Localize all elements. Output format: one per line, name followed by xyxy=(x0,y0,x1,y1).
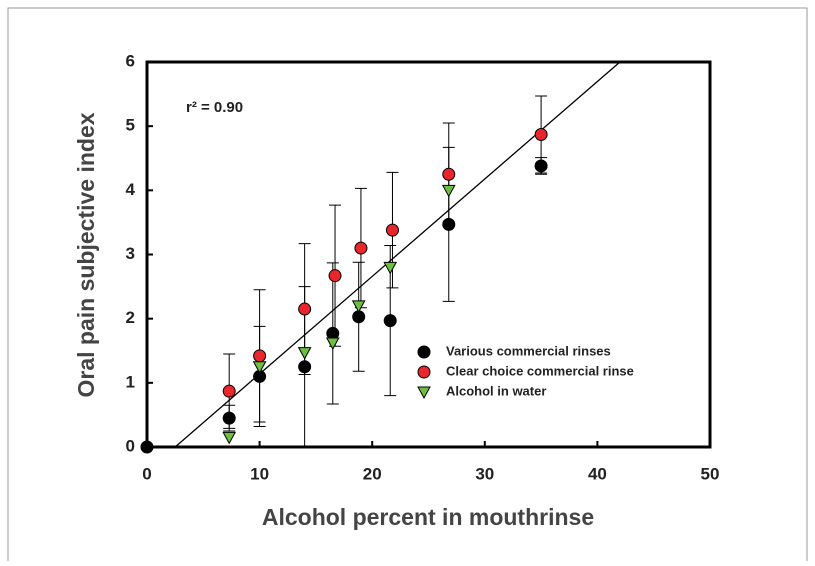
point xyxy=(383,314,397,328)
point xyxy=(297,347,312,360)
x-tick-label: 40 xyxy=(588,464,607,483)
legend-marker xyxy=(417,345,431,359)
x-axis-label: Alcohol percent in mouthrinse xyxy=(262,504,594,530)
point xyxy=(383,261,398,275)
point xyxy=(252,361,267,374)
y-tick-label: 1 xyxy=(126,372,135,391)
point xyxy=(222,411,236,425)
x-tick-label: 50 xyxy=(701,464,720,483)
point xyxy=(534,159,548,173)
legend-marker xyxy=(417,386,431,400)
legend-marker xyxy=(417,365,431,379)
point xyxy=(354,241,368,255)
point xyxy=(325,337,340,351)
x-tick-label: 0 xyxy=(142,464,151,483)
point xyxy=(298,302,312,316)
point xyxy=(222,384,236,398)
point xyxy=(385,223,399,237)
y-tick-label: 2 xyxy=(126,308,135,327)
frame xyxy=(7,7,808,566)
legend-label: Various commercial rinses xyxy=(446,343,611,358)
y-tick-label: 0 xyxy=(126,436,135,455)
legend-label: Alcohol in water xyxy=(446,383,546,398)
point xyxy=(328,269,342,283)
point xyxy=(441,184,456,198)
y-tick-label: 4 xyxy=(126,180,136,199)
plot-frame xyxy=(145,60,712,449)
point xyxy=(351,300,366,313)
point xyxy=(222,431,237,445)
x-tick-label: 10 xyxy=(250,464,269,483)
fit-line xyxy=(174,61,621,448)
y-axis-label: Oral pain subjective index xyxy=(73,112,99,397)
point xyxy=(253,349,267,363)
point xyxy=(298,360,312,374)
annotation: r² = 0.90 xyxy=(186,99,243,116)
point xyxy=(534,128,548,142)
y-tick-label: 6 xyxy=(126,51,135,70)
y-tick-label: 5 xyxy=(126,116,135,135)
y-tick-label: 3 xyxy=(126,244,135,263)
x-tick-label: 20 xyxy=(363,464,382,483)
x-tick-label: 30 xyxy=(475,464,494,483)
point xyxy=(442,217,456,231)
point xyxy=(442,167,456,181)
legend-label: Clear choice commercial rinse xyxy=(446,363,634,378)
